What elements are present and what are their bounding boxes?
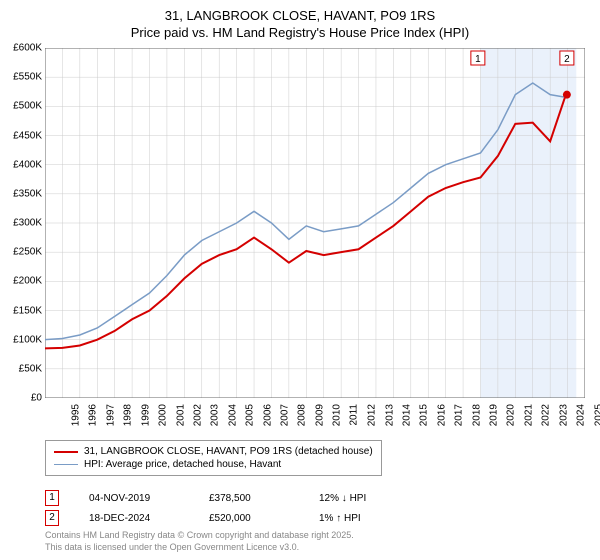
x-tick-label: 2021 [523,404,534,426]
tx-pct: 1% ↑ HPI [319,513,361,524]
x-tick-label: 1996 [88,404,99,426]
tx-marker: 2 [45,510,59,526]
legend-swatch [54,451,78,453]
legend-item: HPI: Average price, detached house, Hava… [54,458,373,471]
x-tick-label: 2019 [488,404,499,426]
footnote-line-2: This data is licensed under the Open Gov… [45,542,354,554]
legend-label: 31, LANGBROOK CLOSE, HAVANT, PO9 1RS (de… [84,446,373,457]
title-line-2: Price paid vs. HM Land Registry's House … [0,25,600,42]
y-tick-label: £450K [0,130,42,141]
tx-price: £378,500 [209,493,289,504]
x-tick-label: 2010 [332,404,343,426]
x-tick-label: 2001 [175,404,186,426]
x-tick-label: 2002 [192,404,203,426]
chart-container: 31, LANGBROOK CLOSE, HAVANT, PO9 1RS Pri… [0,0,600,560]
transaction-row: 2 18-DEC-2024 £520,000 1% ↑ HPI [45,508,366,528]
legend-item: 31, LANGBROOK CLOSE, HAVANT, PO9 1RS (de… [54,445,373,458]
y-tick-label: £50K [0,363,42,374]
footnote: Contains HM Land Registry data © Crown c… [45,530,354,553]
x-tick-label: 2013 [384,404,395,426]
chart-title: 31, LANGBROOK CLOSE, HAVANT, PO9 1RS Pri… [0,0,600,42]
legend-swatch [54,464,78,466]
x-tick-label: 2018 [471,404,482,426]
marker-point-2 [563,91,571,99]
x-tick-label: 2004 [227,404,238,426]
x-tick-label: 2022 [541,404,552,426]
x-tick-label: 2014 [401,404,412,426]
x-tick-label: 2005 [244,404,255,426]
marker-label-2: 2 [564,54,570,65]
transaction-row: 1 04-NOV-2019 £378,500 12% ↓ HPI [45,488,366,508]
x-tick-label: 2016 [436,404,447,426]
x-tick-label: 2007 [279,404,290,426]
y-tick-label: £600K [0,43,42,54]
tx-pct: 12% ↓ HPI [319,493,366,504]
legend-label: HPI: Average price, detached house, Hava… [84,459,281,470]
tx-date: 04-NOV-2019 [89,493,179,504]
footnote-line-1: Contains HM Land Registry data © Crown c… [45,530,354,542]
x-tick-label: 1997 [105,404,116,426]
x-tick-label: 2025 [593,404,600,426]
line-chart: 12 [45,48,585,398]
tx-price: £520,000 [209,513,289,524]
tx-marker: 1 [45,490,59,506]
x-tick-label: 2024 [575,404,586,426]
y-tick-label: £500K [0,101,42,112]
y-tick-label: £100K [0,334,42,345]
x-tick-label: 2009 [314,404,325,426]
y-tick-label: £150K [0,305,42,316]
transaction-table: 1 04-NOV-2019 £378,500 12% ↓ HPI 2 18-DE… [45,488,366,528]
legend: 31, LANGBROOK CLOSE, HAVANT, PO9 1RS (de… [45,440,382,476]
x-tick-label: 2023 [558,404,569,426]
tx-date: 18-DEC-2024 [89,513,179,524]
y-tick-label: £250K [0,247,42,258]
y-tick-label: £550K [0,72,42,83]
x-tick-label: 1998 [123,404,134,426]
x-tick-label: 2015 [419,404,430,426]
x-tick-label: 2012 [366,404,377,426]
x-tick-label: 2020 [506,404,517,426]
y-tick-label: £200K [0,276,42,287]
x-tick-label: 2008 [297,404,308,426]
y-tick-label: £300K [0,218,42,229]
y-tick-label: £400K [0,159,42,170]
x-tick-label: 2003 [210,404,221,426]
y-tick-label: £0 [0,393,42,404]
x-tick-label: 2000 [157,404,168,426]
x-tick-label: 1999 [140,404,151,426]
x-tick-label: 2017 [453,404,464,426]
x-tick-label: 2011 [348,404,359,426]
y-tick-label: £350K [0,188,42,199]
x-tick-label: 1995 [70,404,81,426]
marker-label-1: 1 [475,54,481,65]
title-line-1: 31, LANGBROOK CLOSE, HAVANT, PO9 1RS [0,8,600,25]
x-tick-label: 2006 [262,404,273,426]
